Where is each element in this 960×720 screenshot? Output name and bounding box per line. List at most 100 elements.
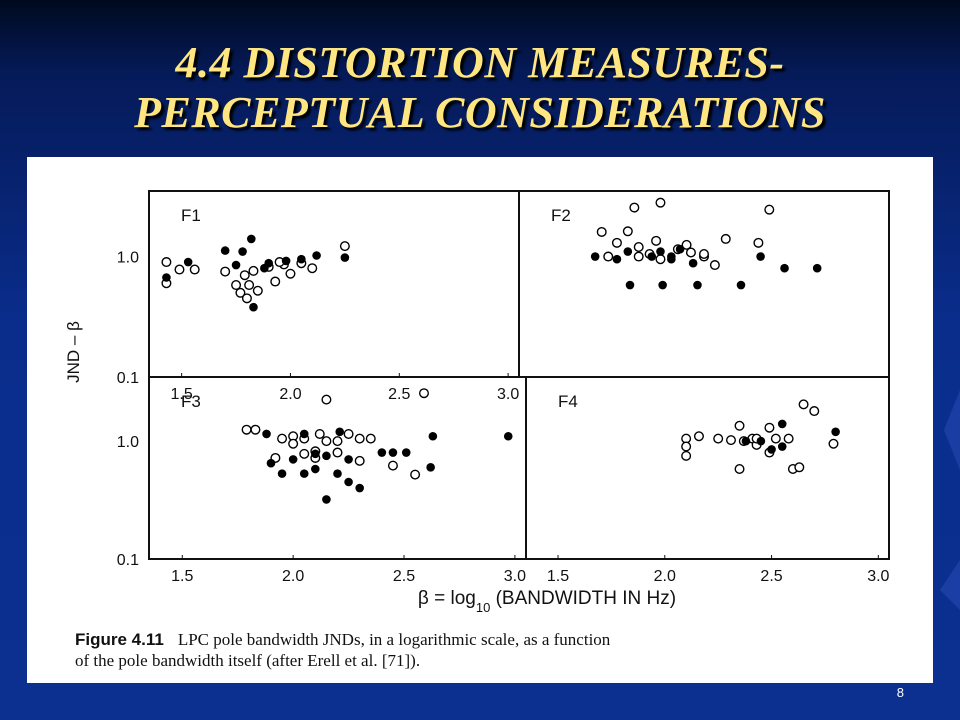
open-point bbox=[681, 239, 692, 250]
filled-point bbox=[612, 254, 622, 264]
open-point bbox=[699, 248, 710, 259]
open-point bbox=[277, 433, 288, 444]
filled-point bbox=[756, 252, 765, 261]
filled-point bbox=[767, 445, 776, 454]
open-point bbox=[603, 251, 614, 262]
x-tick-label: 1.5 bbox=[171, 568, 193, 585]
panel-title-f4: F4 bbox=[558, 392, 578, 411]
filled-point bbox=[741, 436, 751, 446]
filled-point bbox=[312, 251, 321, 260]
chart-labels: F1 1.0 0.1 1.5 2.0 2.5 3.0 F2 F3 1.0 0.1 1.5 2.0 2.5 3… bbox=[117, 206, 890, 585]
filled-point bbox=[333, 469, 342, 478]
filled-point bbox=[756, 436, 766, 446]
figure-caption-label: Figure 4.11 bbox=[75, 630, 164, 649]
panel-frame-f2 bbox=[518, 190, 890, 378]
open-point bbox=[681, 450, 692, 461]
open-point bbox=[828, 438, 839, 449]
open-point bbox=[343, 428, 354, 439]
open-point bbox=[161, 257, 172, 268]
filled-point bbox=[388, 448, 398, 457]
filled-point bbox=[590, 252, 600, 261]
filled-point bbox=[340, 253, 350, 262]
filled-point bbox=[688, 258, 698, 268]
slide-title: 4.4 DISTORTION MEASURES- PERCEPTUAL CONS… bbox=[0, 38, 960, 138]
open-point bbox=[339, 241, 350, 252]
open-point bbox=[713, 433, 724, 444]
filled-point bbox=[812, 263, 822, 273]
open-point bbox=[248, 265, 259, 276]
filled-point bbox=[288, 455, 298, 464]
open-point bbox=[809, 406, 820, 417]
slide-title-line1: 4.4 DISTORTION MEASURES- bbox=[175, 38, 785, 87]
open-point bbox=[288, 438, 299, 449]
open-point bbox=[418, 388, 429, 399]
panel-frame-f1 bbox=[148, 190, 520, 378]
open-point bbox=[611, 237, 622, 248]
figure-panel: F1 1.0 0.1 1.5 2.0 2.5 3.0 F2 F3 1.0 0.1 1.5 2.0 2.5 3… bbox=[27, 157, 933, 683]
page-number: 8 bbox=[896, 685, 904, 700]
x-tick-label: 3.0 bbox=[497, 386, 519, 403]
x-tick-label: 1.5 bbox=[547, 568, 569, 585]
open-point bbox=[174, 264, 185, 275]
data-points bbox=[161, 197, 840, 504]
open-point bbox=[685, 247, 696, 258]
figure-caption-line1: LPC pole bandwidth JNDs, in a logarithmi… bbox=[177, 630, 611, 649]
y-tick-label: 0.1 bbox=[117, 552, 139, 569]
open-point bbox=[734, 420, 745, 431]
open-point bbox=[633, 242, 644, 253]
filled-point bbox=[777, 419, 787, 429]
open-point bbox=[794, 462, 805, 473]
x-tick-label: 2.0 bbox=[282, 568, 304, 585]
open-point bbox=[252, 285, 263, 296]
filled-point bbox=[299, 429, 309, 439]
open-point bbox=[365, 433, 376, 444]
y-tick-label: 1.0 bbox=[117, 250, 139, 267]
x-tick-label: 2.0 bbox=[279, 386, 301, 403]
x-axis-label: β = log10 (BANDWIDTH IN Hz) bbox=[418, 588, 676, 615]
filled-point bbox=[355, 483, 364, 493]
filled-point bbox=[231, 260, 241, 270]
filled-point bbox=[238, 247, 247, 256]
open-point bbox=[783, 433, 794, 444]
open-point bbox=[770, 433, 781, 444]
open-point bbox=[189, 264, 200, 275]
filled-point bbox=[503, 431, 513, 441]
open-point bbox=[332, 447, 343, 458]
open-point bbox=[633, 251, 644, 262]
x-axis-label-subscript: 10 bbox=[476, 600, 490, 615]
filled-point bbox=[667, 254, 676, 264]
filled-point bbox=[311, 464, 320, 474]
filled-point bbox=[299, 469, 309, 478]
filled-point bbox=[277, 469, 287, 478]
x-tick-label: 2.5 bbox=[388, 386, 410, 403]
filled-point bbox=[780, 263, 789, 273]
open-point bbox=[681, 441, 692, 452]
x-tick-label: 2.0 bbox=[654, 568, 676, 585]
filled-point bbox=[831, 427, 840, 437]
open-point bbox=[596, 226, 607, 237]
x-axis-label-suffix: (BANDWIDTH IN Hz) bbox=[490, 588, 676, 609]
x-tick-label: 2.5 bbox=[393, 568, 415, 585]
panel-frame-f3 bbox=[148, 376, 527, 560]
open-point bbox=[220, 266, 231, 277]
open-point bbox=[231, 280, 242, 291]
open-point bbox=[720, 233, 731, 244]
filled-point bbox=[623, 247, 633, 256]
filled-point bbox=[183, 257, 193, 267]
open-point bbox=[725, 435, 736, 446]
open-point bbox=[314, 428, 325, 439]
panel-title-f3: F3 bbox=[181, 392, 201, 411]
open-point bbox=[693, 431, 704, 442]
scatter-chart-grid: F1 1.0 0.1 1.5 2.0 2.5 3.0 F2 F3 1.0 0.1 1.5 2.0 2.5 3… bbox=[64, 190, 890, 615]
open-point bbox=[709, 260, 720, 271]
open-point bbox=[321, 436, 332, 447]
panel-frame-f4 bbox=[525, 376, 890, 560]
filled-point bbox=[335, 427, 345, 437]
open-point bbox=[764, 204, 775, 215]
y-tick-label: 1.0 bbox=[117, 434, 139, 451]
open-point bbox=[734, 464, 745, 475]
filled-point bbox=[428, 431, 438, 441]
filled-point bbox=[266, 458, 276, 468]
filled-point bbox=[344, 477, 353, 487]
filled-point bbox=[736, 280, 746, 290]
